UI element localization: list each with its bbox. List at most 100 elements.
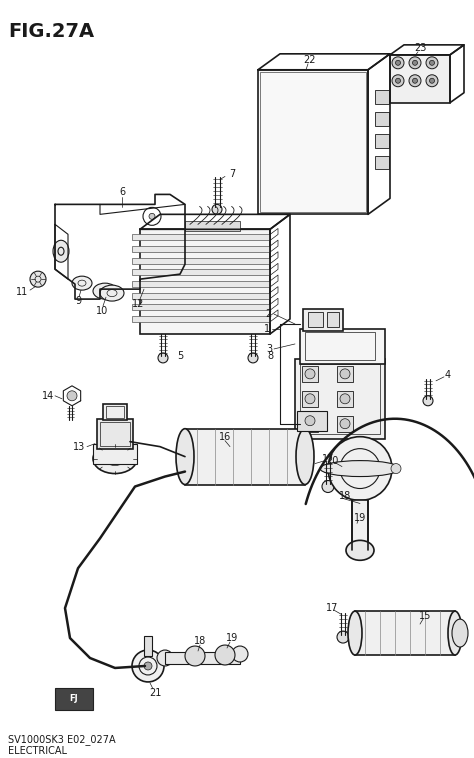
Ellipse shape (144, 662, 152, 670)
Circle shape (67, 391, 77, 401)
Bar (132, 293, 270, 299)
Bar (337, 415, 353, 432)
Circle shape (395, 78, 401, 83)
Ellipse shape (296, 429, 314, 484)
Text: 13: 13 (73, 442, 85, 452)
Text: 19: 19 (354, 513, 366, 524)
Text: 20: 20 (326, 456, 338, 465)
Bar (97, 418, 133, 449)
Text: 14: 14 (42, 391, 54, 401)
Text: 5: 5 (177, 351, 183, 361)
Text: 8: 8 (267, 351, 273, 361)
Text: 3: 3 (266, 344, 272, 354)
Text: 11: 11 (16, 287, 28, 297)
Circle shape (352, 461, 368, 477)
Bar (352, 500, 368, 550)
Ellipse shape (132, 650, 164, 682)
Circle shape (412, 78, 418, 83)
Bar (144, 636, 152, 656)
Circle shape (426, 75, 438, 86)
Ellipse shape (53, 240, 69, 262)
Ellipse shape (100, 285, 124, 301)
Circle shape (30, 271, 46, 287)
Circle shape (340, 369, 350, 379)
Bar (297, 411, 327, 431)
Bar (258, 70, 368, 215)
Bar (100, 421, 130, 446)
Circle shape (423, 396, 433, 406)
Circle shape (305, 415, 315, 426)
Bar (375, 111, 389, 126)
Text: 10: 10 (96, 306, 108, 316)
Bar (300, 329, 385, 364)
Bar (375, 155, 389, 170)
Bar (337, 391, 353, 407)
Bar (337, 366, 353, 382)
Circle shape (409, 75, 421, 86)
Text: 6: 6 (119, 187, 125, 197)
Text: 17: 17 (326, 603, 338, 613)
Bar (303, 309, 343, 331)
Circle shape (322, 481, 334, 493)
Bar (132, 258, 270, 264)
Ellipse shape (157, 650, 173, 666)
Circle shape (305, 369, 315, 379)
Bar (132, 304, 270, 310)
Text: FIG.27A: FIG.27A (8, 22, 94, 41)
Bar (355, 611, 455, 655)
Text: ELECTRICAL: ELECTRICAL (8, 746, 67, 756)
Bar (103, 404, 127, 420)
Circle shape (429, 61, 435, 65)
Text: 1: 1 (264, 324, 270, 334)
Ellipse shape (346, 540, 374, 560)
Ellipse shape (232, 646, 248, 662)
Circle shape (429, 78, 435, 83)
Bar (302, 415, 318, 432)
Circle shape (337, 631, 349, 643)
Bar (300, 364, 380, 434)
Circle shape (395, 61, 401, 65)
Bar (375, 89, 389, 104)
Circle shape (409, 57, 421, 69)
Circle shape (340, 418, 350, 429)
Ellipse shape (452, 619, 468, 647)
Bar (55, 688, 93, 709)
Bar (93, 443, 137, 464)
Text: 19: 19 (226, 633, 238, 643)
Circle shape (426, 57, 438, 69)
Bar (106, 406, 124, 418)
Circle shape (212, 205, 222, 215)
Bar (185, 221, 240, 231)
Ellipse shape (176, 429, 194, 484)
Bar (302, 366, 318, 382)
Text: 2: 2 (266, 309, 272, 319)
Text: 17: 17 (322, 453, 334, 464)
Bar (140, 230, 270, 334)
Text: 22: 22 (304, 55, 316, 65)
Bar (132, 269, 270, 275)
Bar (327, 312, 339, 327)
Circle shape (158, 353, 168, 363)
Text: 21: 21 (149, 688, 161, 698)
Bar (305, 332, 375, 360)
Ellipse shape (348, 611, 362, 655)
Ellipse shape (93, 283, 117, 299)
Circle shape (340, 394, 350, 404)
Circle shape (412, 61, 418, 65)
Bar (390, 55, 450, 102)
Circle shape (305, 394, 315, 404)
Bar (132, 246, 270, 252)
Bar (185, 429, 305, 484)
Text: 4: 4 (445, 370, 451, 380)
Circle shape (305, 418, 315, 429)
Bar (132, 281, 270, 287)
Text: 18: 18 (339, 491, 351, 502)
Bar (260, 72, 366, 212)
Circle shape (392, 75, 404, 86)
Text: 18: 18 (194, 636, 206, 646)
Ellipse shape (185, 646, 205, 666)
Circle shape (391, 464, 401, 474)
Circle shape (149, 213, 155, 219)
Text: 7: 7 (229, 170, 235, 180)
Bar (165, 652, 240, 664)
